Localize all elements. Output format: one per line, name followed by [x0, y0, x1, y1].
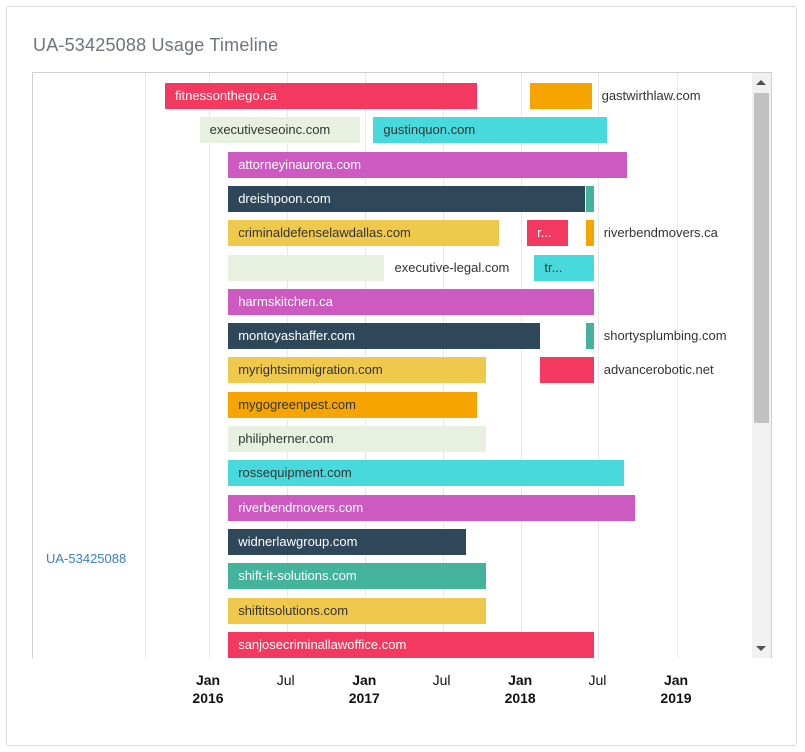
x-tick-label: Jan 2017	[348, 672, 380, 706]
timeline-bar-label: executive-legal.com	[394, 259, 510, 275]
timeline-bar[interactable]: sanjosecriminallawoffice.com	[228, 631, 594, 658]
timeline-bar[interactable]: mygogreenpest.com	[228, 391, 478, 418]
x-tick-label: Jul	[588, 672, 607, 688]
timeline-bar[interactable]: shiftitsolutions.com	[228, 597, 486, 624]
timeline-bar[interactable]: harmskitchen.ca	[228, 288, 594, 315]
timeline-bar[interactable]: riverbendmovers.com	[228, 494, 636, 521]
row-label[interactable]: UA-53425088	[46, 551, 127, 566]
grid-line	[598, 73, 600, 658]
timeline-bar[interactable]: tr...	[534, 254, 594, 281]
timeline-bar[interactable]: philipherner.com	[228, 426, 486, 452]
timeline-bar-label: shortysplumbing.com	[603, 328, 727, 344]
x-tick-label: Jul	[432, 672, 451, 688]
scroll-down-arrow-icon[interactable]	[756, 646, 766, 651]
grid-line	[521, 73, 523, 658]
scroll-thumb[interactable]	[754, 93, 769, 423]
timeline-bar[interactable]: widnerlawgroup.com	[228, 528, 467, 555]
timeline-plot-area: fitnessonthego.ca gastwirthlaw.com executi…	[32, 72, 772, 658]
grid-line	[145, 73, 146, 658]
x-tick-label: Jan 2016	[192, 672, 224, 706]
timeline-bar[interactable]	[540, 357, 594, 384]
timeline-bar[interactable]: myrightsimmigration.com	[228, 357, 486, 384]
timeline-bar[interactable]	[585, 185, 594, 212]
timeline-bar[interactable]: criminaldefenselawdallas.com	[228, 220, 499, 247]
timeline-bar[interactable]: montoyashaffer.com	[228, 323, 541, 350]
x-tick-label: Jan 2019	[660, 672, 692, 706]
vertical-scrollbar[interactable]	[752, 73, 771, 658]
timeline-bar[interactable]: r...	[527, 220, 568, 247]
timeline-bar[interactable]: dreishpoon.com	[228, 185, 585, 212]
timeline-bar-label: gastwirthlaw.com	[601, 88, 701, 103]
scroll-up-arrow-icon[interactable]	[756, 80, 766, 85]
timeline-bar[interactable]: executiveseoinc.com	[199, 117, 361, 144]
timeline-bar-label: riverbendmovers.ca	[603, 225, 718, 241]
timeline-bar-label: advancerobotic.net	[603, 362, 714, 378]
timeline-bar[interactable]	[585, 220, 594, 247]
timeline-bar[interactable]	[530, 83, 592, 109]
timeline-bar[interactable]: attorneyinaurora.com	[228, 151, 627, 178]
x-tick-label: Jul	[276, 672, 295, 688]
chart-title: UA-53425088 Usage Timeline	[33, 35, 279, 55]
timeline-bar[interactable]: gustinquon.com	[373, 117, 607, 144]
grid-line	[677, 73, 678, 658]
timeline-bar[interactable]	[585, 323, 594, 350]
timeline-bar[interactable]: rossequipment.com	[228, 460, 625, 487]
timeline-bar[interactable]	[228, 254, 385, 281]
timeline-bar[interactable]: fitnessonthego.ca	[165, 83, 478, 109]
timeline-bar[interactable]: shift-it-solutions.com	[228, 563, 486, 590]
grid-line	[209, 73, 210, 658]
x-tick-label: Jan 2018	[504, 672, 536, 706]
